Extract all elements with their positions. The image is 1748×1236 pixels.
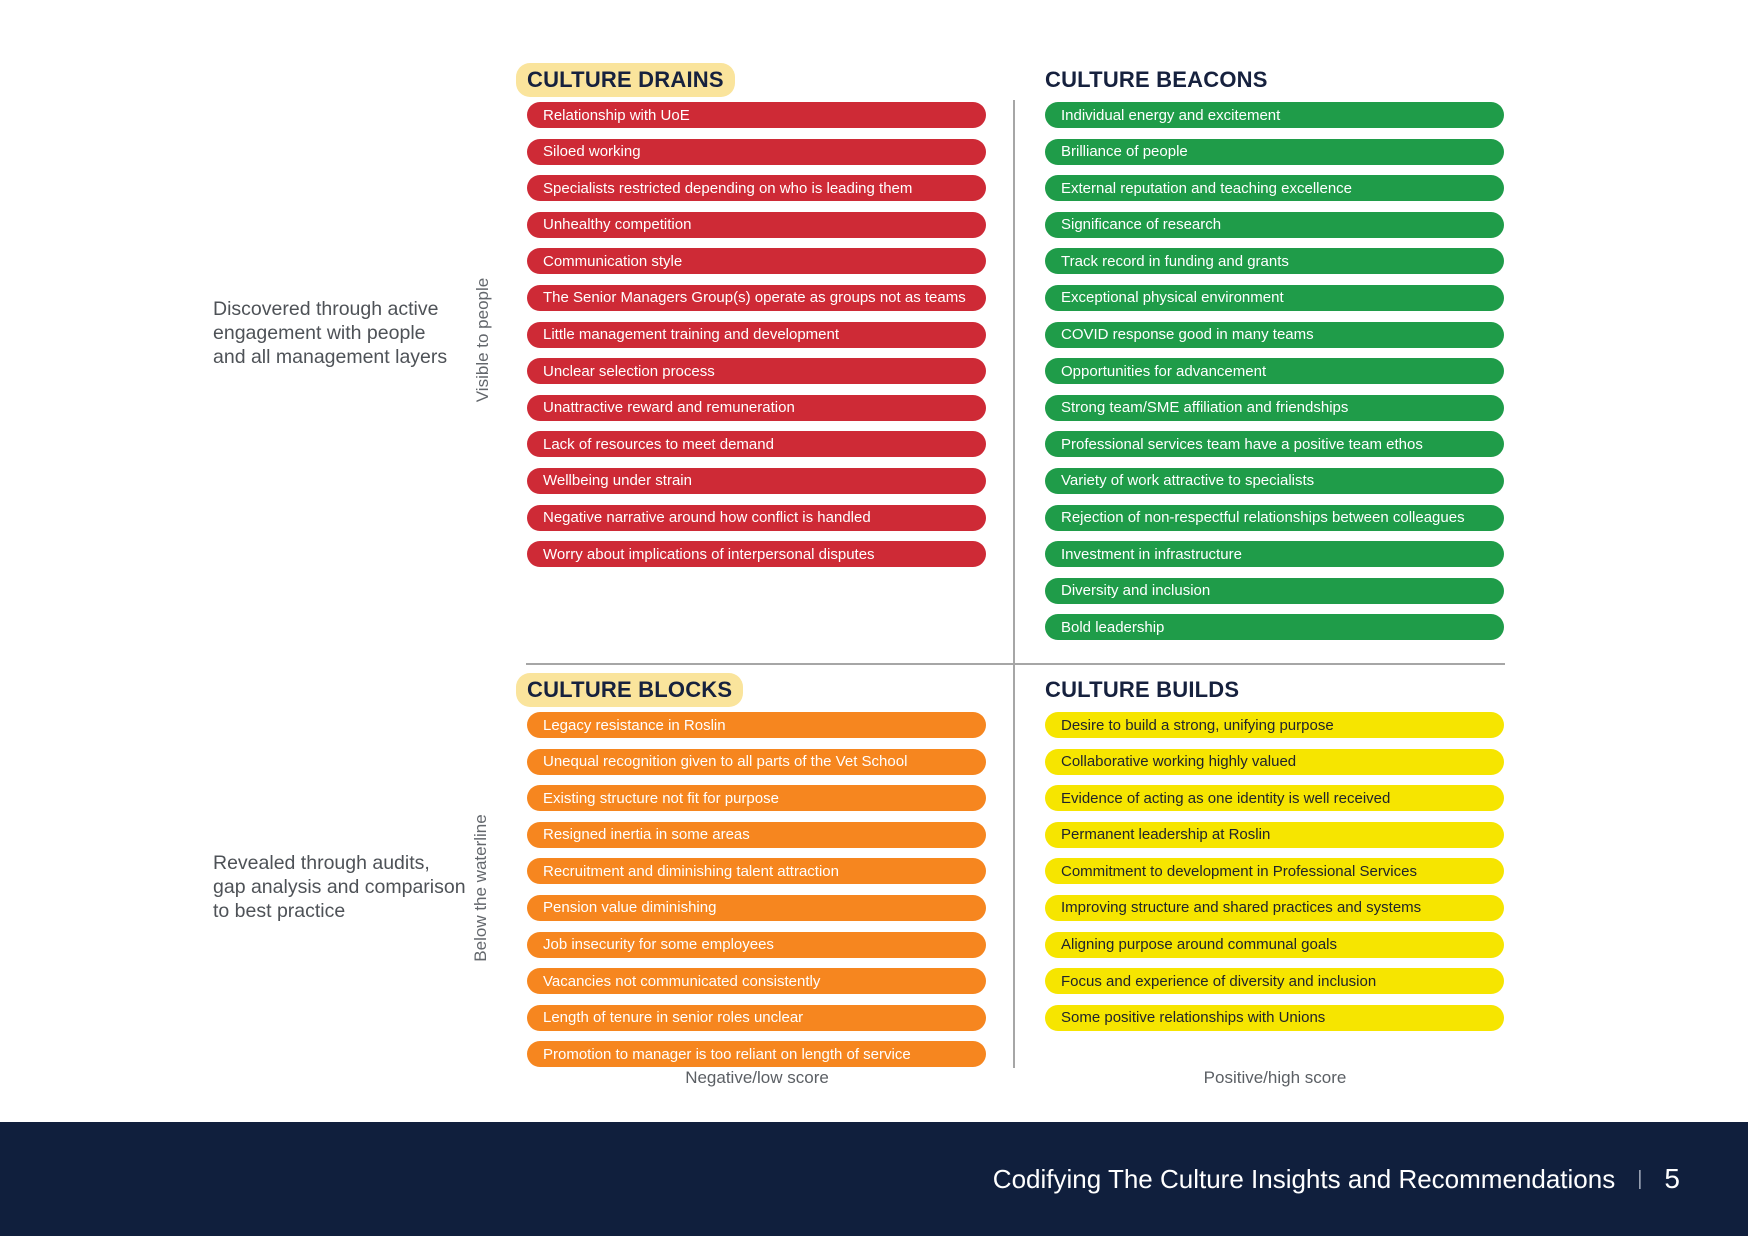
pill-drains: Wellbeing under strain [527, 467, 986, 494]
pill-blocks: Promotion to manager is too reliant on l… [527, 1041, 986, 1068]
footer-bar: Codifying The Culture Insights and Recom… [0, 1122, 1748, 1236]
pill-list-culture-beacons: Individual energy and excitement Brillian… [1045, 102, 1504, 651]
axis-label-negative: Negative/low score [685, 1068, 829, 1087]
pill-beacons: Track record in funding and grants [1045, 248, 1504, 275]
pill-builds: Evidence of acting as one identity is we… [1045, 785, 1504, 812]
vertical-divider [1013, 100, 1015, 1068]
pill-drains: Lack of resources to meet demand [527, 431, 986, 458]
pill-blocks: Legacy resistance in Roslin [527, 712, 986, 738]
pill-drains: Siloed working [527, 138, 986, 165]
pill-blocks: Length of tenure in senior roles unclear [527, 1004, 986, 1031]
pill-drains: Unhealthy competition [527, 211, 986, 238]
pill-drains: Unattractive reward and remuneration [527, 394, 986, 421]
pill-drains: Worry about implications of interpersona… [527, 541, 986, 568]
pill-blocks: Recruitment and diminishing talent attra… [527, 858, 986, 885]
pill-blocks: Existing structure not fit for purpose [527, 785, 986, 812]
axis-label-positive: Positive/high score [1203, 1068, 1347, 1087]
pill-beacons: Brilliance of people [1045, 138, 1504, 165]
pill-builds: Collaborative working highly valued [1045, 748, 1504, 775]
pill-beacons: Investment in infrastructure [1045, 541, 1504, 568]
pill-drains: Little management training and developme… [527, 321, 986, 348]
quadrant-title-culture-drains: CULTURE DRAINS [516, 63, 735, 97]
pill-drains: Communication style [527, 248, 986, 275]
pill-beacons: Bold leadership [1045, 614, 1504, 641]
pill-beacons: Individual energy and excitement [1045, 102, 1504, 128]
footer-page-number: 5 [1664, 1163, 1680, 1194]
pill-beacons: Rejection of non-respectful relationship… [1045, 504, 1504, 531]
rotated-label-visible-to-people: Visible to people [473, 277, 492, 403]
pill-blocks: Job insecurity for some employees [527, 931, 986, 958]
pill-builds: Commitment to development in Professiona… [1045, 858, 1504, 885]
pill-builds: Some positive relationships with Unions [1045, 1004, 1504, 1031]
pill-builds: Improving structure and shared practices… [1045, 894, 1504, 921]
horizontal-divider [526, 663, 1505, 665]
pill-beacons: Professional services team have a positi… [1045, 431, 1504, 458]
pill-list-culture-builds: Desire to build a strong, unifying purpo… [1045, 712, 1504, 1041]
pill-blocks: Resigned inertia in some areas [527, 821, 986, 848]
pill-builds: Aligning purpose around communal goals [1045, 931, 1504, 958]
rotated-label-below-the-waterline: Below the waterline [471, 814, 490, 962]
pill-blocks: Unequal recognition given to all parts o… [527, 748, 986, 775]
pill-list-culture-drains: Relationship with UoE Siloed working Speci… [527, 102, 986, 578]
pill-drains: Specialists restricted depending on who … [527, 175, 986, 202]
pill-drains: The Senior Managers Group(s) operate as … [527, 284, 986, 311]
quadrant-title-culture-blocks: CULTURE BLOCKS [516, 673, 744, 707]
quadrant-title-culture-beacons: CULTURE BEACONS [1045, 67, 1268, 92]
pill-blocks: Vacancies not communicated consistently [527, 968, 986, 995]
pill-beacons: Variety of work attractive to specialist… [1045, 467, 1504, 494]
footer-title: Codifying The Culture Insights and Recom… [992, 1163, 1616, 1194]
pill-beacons: Opportunities for advancement [1045, 358, 1504, 385]
pill-beacons: Strong team/SME affiliation and friendsh… [1045, 394, 1504, 421]
footer-separator: | [1637, 1167, 1643, 1190]
annotation-revealed: Revealed through audits, gap analysis an… [213, 852, 466, 922]
pill-blocks: Pension value diminishing [527, 894, 986, 921]
pill-drains: Relationship with UoE [527, 102, 986, 128]
pill-beacons: Significance of research [1045, 211, 1504, 238]
pill-beacons: COVID response good in many teams [1045, 321, 1504, 348]
pill-drains: Negative narrative around how conflict i… [527, 504, 986, 531]
quadrant-title-culture-builds: CULTURE BUILDS [1045, 677, 1240, 702]
pill-drains: Unclear selection process [527, 358, 986, 385]
pill-beacons: Exceptional physical environment [1045, 284, 1504, 311]
annotation-discovered: Discovered through active engagement wit… [213, 298, 448, 368]
pill-beacons: Diversity and inclusion [1045, 577, 1504, 604]
pill-builds: Desire to build a strong, unifying purpo… [1045, 712, 1504, 738]
pill-beacons: External reputation and teaching excelle… [1045, 175, 1504, 202]
pill-list-culture-blocks: Legacy resistance in Roslin Unequal recog… [527, 712, 986, 1078]
pill-builds: Permanent leadership at Roslin [1045, 821, 1504, 848]
pill-builds: Focus and experience of diversity and in… [1045, 968, 1504, 995]
